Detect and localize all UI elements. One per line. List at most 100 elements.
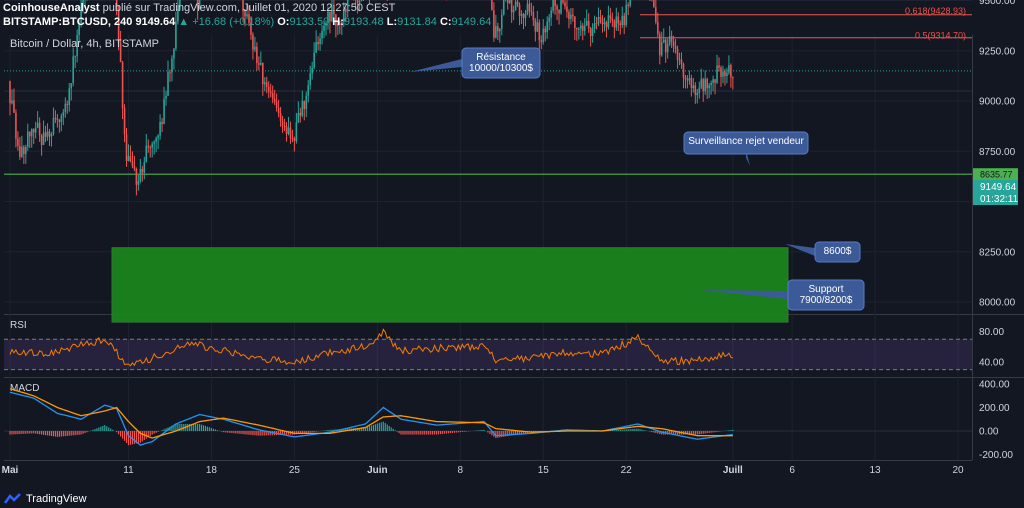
- high-value: 9193.48: [343, 16, 384, 28]
- candle-body: [724, 71, 726, 77]
- candle-body: [564, 2, 566, 7]
- candle-body: [151, 143, 153, 148]
- candle-body: [279, 113, 282, 121]
- candle-body: [311, 67, 313, 74]
- price-tick-label: 9000.00: [979, 97, 1016, 108]
- candle-body: [658, 34, 661, 56]
- candle-body: [576, 27, 578, 30]
- candle-body: [698, 87, 701, 93]
- candle-body: [660, 42, 663, 56]
- candle-body: [668, 36, 671, 45]
- candle-body: [710, 82, 712, 86]
- time-tick-label: 25: [289, 465, 301, 476]
- candle-body: [82, 0, 84, 7]
- candle-body: [305, 95, 308, 110]
- candle-body: [289, 127, 292, 138]
- chart-title: Bitcoin / Dollar, 4h, BITSTAMP: [10, 38, 159, 50]
- candle-body: [491, 0, 493, 11]
- candle-body: [36, 122, 39, 128]
- candle-body: [344, 9, 347, 12]
- candle-body: [256, 46, 258, 64]
- macd-line: [9, 391, 733, 446]
- callout-resistance-pointer: [410, 59, 462, 72]
- candle-body: [540, 40, 543, 43]
- candle-body: [177, 9, 179, 22]
- candle-body: [500, 14, 503, 29]
- candle-body: [68, 88, 71, 106]
- candle-body: [593, 23, 596, 29]
- candle-body: [139, 168, 142, 182]
- candle-body: [244, 11, 246, 17]
- rsi-label: RSI: [10, 320, 27, 331]
- published-info: publié sur TradingView.com, Juillet 01, …: [102, 2, 396, 14]
- candle-body: [271, 93, 274, 99]
- candle-body: [714, 79, 716, 83]
- candle-body: [335, 14, 337, 26]
- time-tick-label: 11: [123, 465, 134, 476]
- candle-body: [48, 131, 51, 137]
- candle-body: [538, 22, 541, 41]
- time-tick-label: 8: [458, 465, 464, 476]
- candle-body: [617, 16, 620, 24]
- candle-body: [506, 0, 509, 4]
- candle-body: [242, 0, 244, 12]
- callout-rejet-box: [683, 131, 809, 155]
- macd-pane: [4, 379, 972, 459]
- candle-body: [161, 121, 163, 125]
- candle-body: [339, 23, 341, 25]
- candle-body: [269, 91, 272, 94]
- candle-body: [615, 16, 618, 28]
- candle-body: [356, 0, 359, 3]
- candle-body: [46, 131, 49, 137]
- candle-body: [528, 3, 531, 12]
- candle-body: [72, 56, 74, 84]
- candle-body: [9, 80, 11, 104]
- candle-body: [670, 36, 673, 42]
- candle-body: [267, 86, 270, 92]
- price-tick-label: 8250.00: [979, 247, 1016, 258]
- candle-body: [66, 103, 69, 106]
- candle-body: [123, 108, 126, 135]
- candle-body: [143, 162, 146, 173]
- candle-body: [623, 15, 626, 26]
- close-label: C:: [439, 16, 452, 28]
- candle-body: [682, 64, 685, 78]
- candle-body: [579, 25, 582, 29]
- macd-tick-label: 0.00: [979, 427, 999, 438]
- candle-body: [307, 85, 310, 96]
- candle-body: [694, 85, 697, 96]
- callout-resistance-text: 10000/10300$: [469, 63, 533, 74]
- rsi-tick-label: 80.00: [979, 327, 1004, 338]
- candle-body: [313, 52, 315, 68]
- candle-body: [315, 42, 317, 53]
- candle-body: [686, 79, 689, 81]
- candle-body: [131, 161, 134, 166]
- candle-body: [149, 147, 152, 149]
- candle-body: [690, 78, 693, 89]
- candle-body: [534, 20, 537, 32]
- candle-body: [680, 59, 683, 65]
- candle-body: [127, 156, 130, 162]
- time-tick-label: Juill: [723, 465, 743, 476]
- publish-line: CoinhouseAnalyst publié sur TradingView.…: [3, 2, 395, 14]
- author-name[interactable]: CoinhouseAnalyst: [3, 2, 100, 14]
- candle-body: [262, 62, 264, 85]
- candle-body: [544, 28, 547, 33]
- candle-body: [613, 20, 616, 28]
- candle-body: [248, 14, 250, 24]
- candle-body: [19, 145, 21, 157]
- candle-body: [716, 65, 718, 83]
- price-tick-label: 8000.00: [979, 298, 1016, 309]
- candle-body: [684, 77, 687, 80]
- candle-body: [706, 78, 708, 89]
- time-tick-label: Juin: [367, 465, 388, 476]
- candle-body: [301, 101, 304, 116]
- candle-body: [566, 6, 568, 12]
- candle-body: [275, 101, 278, 108]
- high-label: H:: [332, 16, 344, 28]
- price-change: ▲ +16.68 (+0.18%): [178, 16, 275, 28]
- candle-body: [15, 112, 17, 139]
- macd-tick-label: 200.00: [979, 403, 1010, 414]
- candle-body: [627, 4, 629, 6]
- tradingview-brand[interactable]: TradingView: [4, 493, 87, 505]
